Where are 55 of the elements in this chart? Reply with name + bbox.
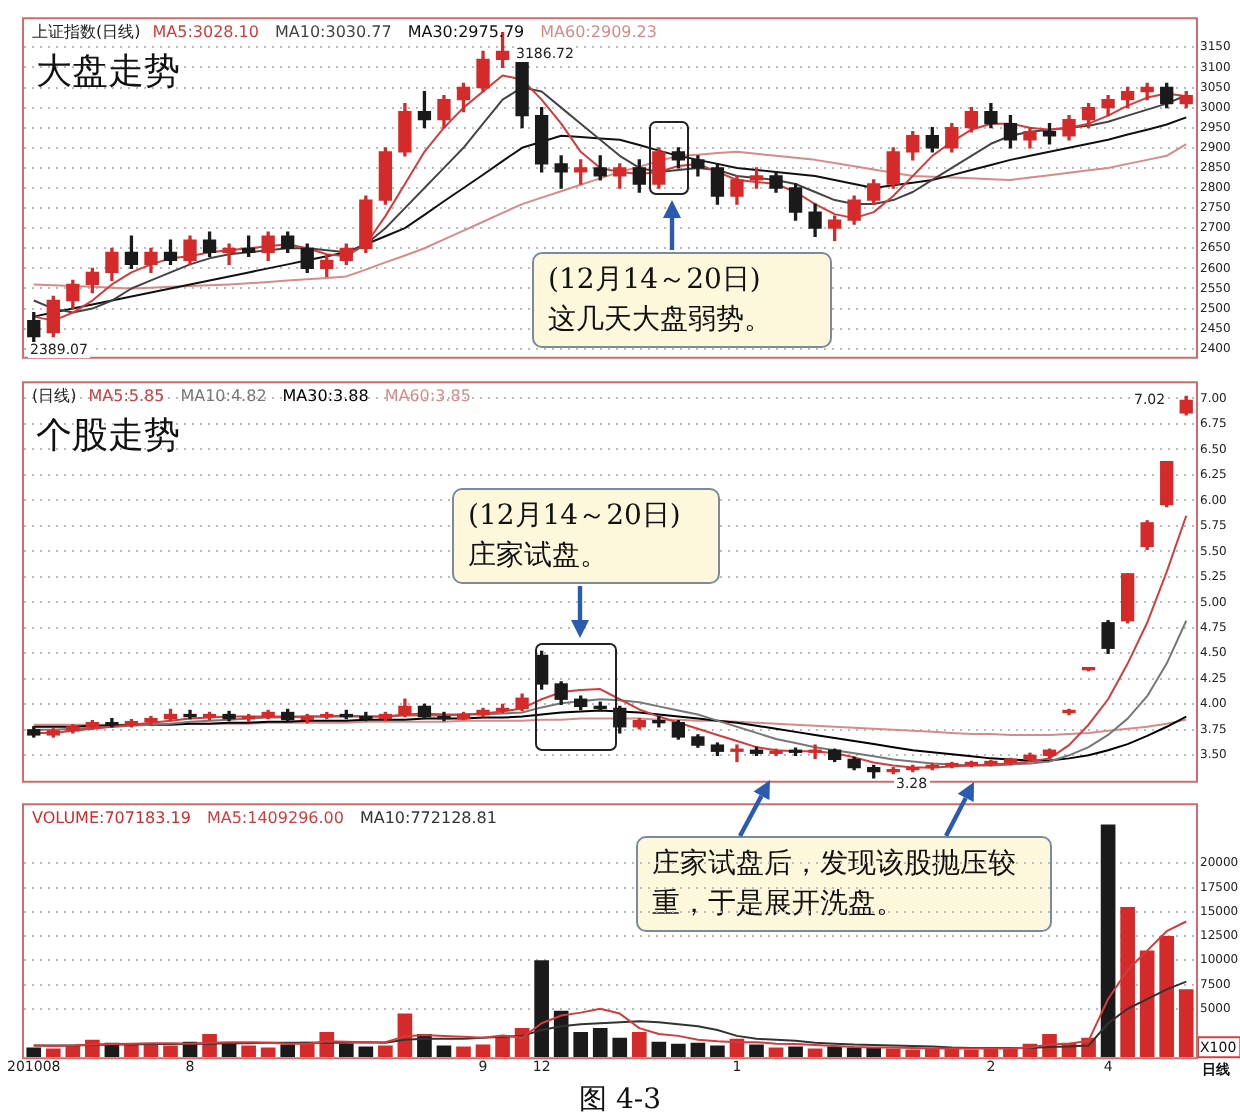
text: 大盘走势 — [36, 50, 180, 93]
bar — [710, 1045, 725, 1058]
bar — [827, 1046, 842, 1058]
bar — [495, 1035, 510, 1058]
text: MA10:772128.81 — [359, 809, 497, 828]
bar — [124, 1044, 139, 1058]
bar — [338, 1043, 354, 1058]
bar — [475, 1044, 491, 1058]
text: MA5:3028.10 — [152, 23, 259, 42]
caption: 图 4-3 — [577, 1082, 663, 1118]
bar — [788, 1046, 803, 1058]
bar — [1159, 936, 1175, 1058]
bar — [1178, 989, 1194, 1058]
bar — [45, 1048, 61, 1058]
bar — [964, 1049, 979, 1058]
bar — [807, 1048, 823, 1058]
bar — [1100, 824, 1116, 1058]
legend-title: (日线) — [32, 387, 77, 406]
bar — [749, 1044, 764, 1058]
bar — [436, 1045, 452, 1058]
bar — [358, 1046, 374, 1058]
bar — [905, 1049, 921, 1058]
text: MA10:4.82 — [180, 387, 267, 406]
bar — [573, 1032, 589, 1058]
text: MA30:2975.79 — [407, 23, 525, 42]
annotation: (12月14～20日) 庄家试盘。 — [452, 488, 720, 584]
bar — [631, 1032, 647, 1058]
bar — [1120, 906, 1135, 1058]
annotation: (12月14～20日) 这几天大盘弱势。 — [532, 252, 832, 348]
candlestick — [808, 744, 822, 760]
bar — [280, 1044, 296, 1058]
text: 个股走势 — [36, 414, 180, 457]
candlestick — [730, 744, 744, 763]
text: MA60:3.85 — [384, 387, 471, 406]
bar — [456, 1046, 471, 1058]
bar — [671, 1043, 686, 1058]
text: MA10:3030.77 — [274, 23, 392, 42]
text: MA30:3.88 — [282, 387, 369, 406]
bar — [241, 1045, 256, 1058]
text: MA5:1409296.00 — [206, 809, 344, 828]
bar — [163, 1045, 178, 1058]
bar — [690, 1042, 706, 1058]
bar — [651, 1041, 667, 1058]
bar — [612, 1037, 628, 1058]
bar — [26, 1047, 42, 1058]
bar — [378, 1045, 393, 1058]
annotation: 庄家试盘后，发现该股抛压较重，于是展开洗盘。 — [636, 836, 1052, 932]
candlestick — [222, 243, 236, 266]
legend-title: 上证指数(日线) — [32, 23, 141, 42]
text: MA60:2909.23 — [540, 23, 657, 42]
text: VOLUME:707183.19 — [32, 809, 191, 828]
text: MA5:5.85 — [88, 387, 165, 406]
bar — [534, 960, 549, 1058]
bar — [592, 1028, 608, 1058]
bar — [1139, 950, 1155, 1058]
